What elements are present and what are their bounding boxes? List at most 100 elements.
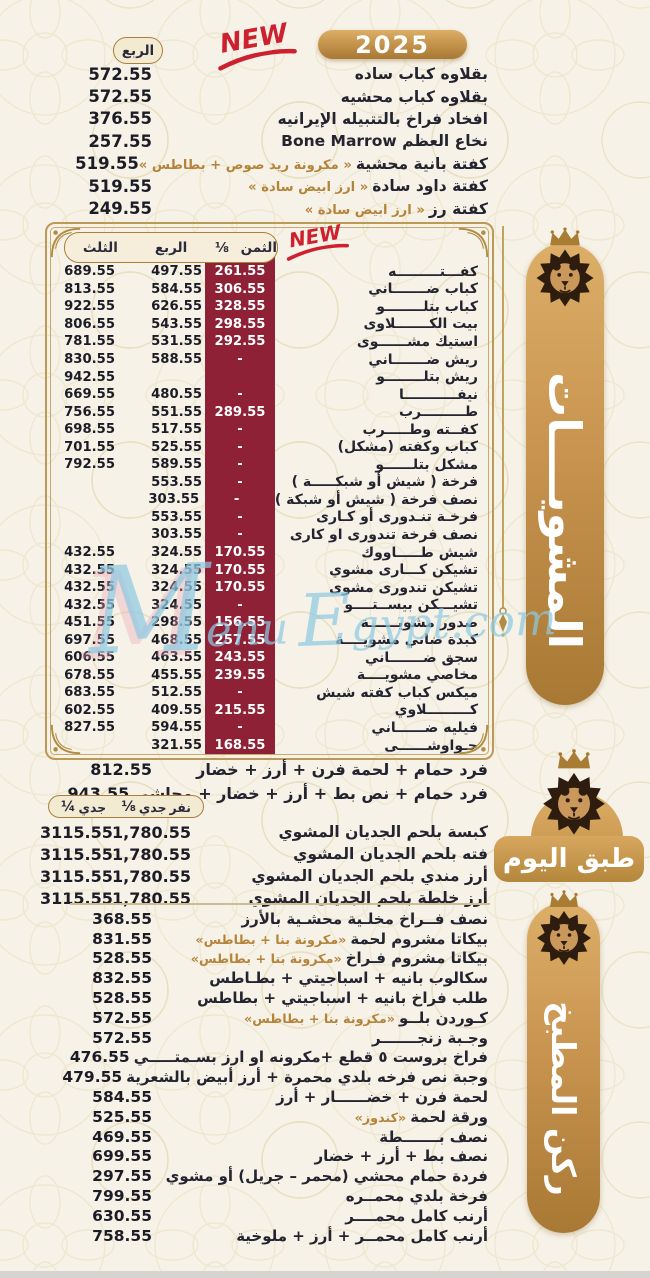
item-price: 572.55: [92, 1008, 152, 1027]
item-name: نصف بـــــــطة: [379, 1127, 488, 1146]
menu-item-row: 297.55 فردة حمام محشي (محمر – جريل) أو م…: [40, 1166, 488, 1186]
lion-crest-icon: [542, 748, 606, 836]
quarter-price: 543.55: [151, 316, 202, 332]
eighth-price: 215.55: [214, 702, 266, 718]
item-name: تشيكن تندورى مشوى: [329, 579, 478, 596]
quarter-price: 584.55: [151, 281, 202, 297]
eighth-price: 170.55: [214, 580, 266, 596]
item-name: فيليه ضــــــاني: [371, 719, 478, 736]
third-price: 827.55: [64, 720, 115, 736]
grill-item-row: 697.55 468.55 257.55 كبدة ضاني مشويــــة: [47, 631, 492, 649]
item-name: صدور مشويــــــة: [360, 614, 478, 631]
item-name: كبسة بلحم الجديان المشوي: [278, 823, 488, 841]
eighth-price: 292.55: [214, 334, 266, 350]
item-name: طـــــــــرب: [398, 404, 478, 421]
item-name: بقلاوه كباب محشيه: [340, 87, 488, 106]
item-price: 368.55: [92, 909, 152, 928]
grill-item-row: 806.55 543.55 298.55 بيت الكـــــــلاوى: [47, 316, 492, 334]
menu-item-row: 519.55 كفتة داود سادة« ارز ابيض سادة »: [40, 175, 488, 197]
quarter-price: 497.55: [151, 264, 202, 280]
third-price: 697.55: [64, 632, 115, 648]
corner-flourish-icon: [457, 227, 489, 259]
item-name: مخاصي مشويــــة: [356, 667, 478, 684]
third-price: 606.55: [64, 650, 115, 666]
quarter-price: 594.55: [151, 720, 202, 736]
quarter-price: 324.55: [151, 580, 202, 596]
quarter-goat-price: 3115.55: [40, 866, 113, 886]
eighth-column-label: ⅛ الثمن: [214, 239, 278, 256]
grill-item-row: 701.55 525.55 - كباب وكفته (مشكل): [47, 438, 492, 456]
item-name: كفتة داود سادة« ارز ابيض سادة »: [248, 177, 488, 196]
pigeon-items-list: 812.55 فرد حمام + لحمة فرن + أرز + خضار …: [40, 757, 488, 806]
new-swoosh-icon: [218, 48, 297, 71]
item-name: بقلاوه كباب ساده: [354, 65, 488, 84]
menu-item-row: 479.55 وجبة نص فرخه بلدي محمرة + أرز أبي…: [40, 1067, 488, 1087]
menu-item-row: 519.55 كفتة بانية محشية« مكرونة ريد صوص …: [40, 153, 488, 175]
item-name: أرنب كامل محمــــر: [345, 1206, 488, 1225]
grill-item-row: 678.55 455.55 239.55 مخاصي مشويــــة: [47, 667, 492, 685]
quarter-price: 321.55: [151, 738, 202, 754]
quarter-price: 553.55: [151, 474, 202, 490]
eighth-price: -: [237, 439, 243, 455]
eighth-price: 243.55: [214, 650, 266, 666]
menu-item-row: 528.55 بيكاتا مشروم فـراخ«مكرونة بنا + ب…: [40, 949, 488, 969]
item-name: تشيكن كـــارى مشوي: [329, 562, 478, 579]
hanging-ornament-icon: [498, 607, 508, 638]
quarter-price: 517.55: [151, 422, 202, 438]
eighth-price: 170.55: [214, 562, 266, 578]
item-name: لحمة فرن + خضــــــار + أرز: [276, 1088, 488, 1107]
grill-item-row: 781.55 531.55 292.55 استيك مشــــــوى: [47, 333, 492, 351]
eighth-price: 289.55: [214, 404, 266, 420]
eighth-price: -: [237, 720, 243, 736]
eighth-price: 168.55: [214, 738, 266, 754]
item-name: مشكل بتلــــــو: [375, 456, 478, 473]
section-divider: [70, 903, 490, 905]
year-badge: 2025: [318, 30, 467, 59]
item-name: ريش ضـــــــاني: [368, 351, 478, 368]
grills-table-rows: 689.55 497.55 261.55 كفـــتـــــــــه 81…: [47, 263, 492, 754]
quarter-price: 531.55: [151, 334, 202, 350]
item-name: تشيـــكن بيســتــــو: [344, 597, 478, 614]
item-price: 572.55: [88, 64, 152, 84]
grill-item-row: 698.55 517.55 - كفــته وطـــــرب: [47, 421, 492, 439]
quarter-price: 324.55: [151, 562, 202, 578]
grill-item-row: 432.55 324.55 170.55 تشيكن تندورى مشوى: [47, 579, 492, 597]
third-price: 683.55: [64, 685, 115, 701]
item-price: 812.55: [90, 759, 152, 779]
grill-item-row: 451.55 298.55 156.55 صدور مشويــــــة: [47, 614, 492, 632]
item-name: كبدة ضاني مشويــــة: [335, 632, 478, 649]
quarter-goat-price: 3115.55: [40, 844, 113, 864]
item-price: 630.55: [92, 1206, 152, 1225]
quarter-price: 463.55: [151, 650, 202, 666]
third-price: 813.55: [64, 281, 115, 297]
quarter-price: 480.55: [151, 387, 202, 403]
item-name: كباب بتلــــــــو: [376, 298, 478, 315]
item-price: 799.55: [92, 1187, 152, 1206]
third-price: 451.55: [64, 615, 115, 631]
goat-item-row: 3115.55 1,780.55 كبسة بلحم الجديان المشو…: [40, 821, 488, 843]
quarter-price: 455.55: [151, 667, 202, 683]
eighth-price: 156.55: [214, 615, 266, 631]
item-name: بيت الكـــــــلاوى: [363, 316, 478, 333]
kitchen-items-list: 368.55 نصف فــراخ مخلـية محشـية بالأرز 8…: [40, 909, 488, 1246]
menu-item-row: 630.55 أرنب كامل محمــــر: [40, 1206, 488, 1226]
menu-item-row: 758.55 أرنب كامل محمــر + أرز + ملوخية: [40, 1226, 488, 1246]
eighth-price: -: [233, 492, 240, 508]
goat-item-row: 3115.55 1,780.55 أرز مندي بلحم الجديان ا…: [40, 865, 488, 887]
third-price: 669.55: [64, 387, 115, 403]
menu-item-row: 572.55 وجـبة زنجـــــــر: [40, 1028, 488, 1048]
item-price: 479.55: [62, 1068, 123, 1087]
item-name: أرنب كامل محمــر + أرز + ملوخية: [236, 1226, 488, 1245]
grills-banner: المشويــــات: [526, 243, 604, 705]
item-name: فرد حمام + لحمة فرن + أرز + خضار: [196, 759, 488, 779]
quarter-price: 409.55: [151, 702, 202, 718]
menu-item-row: 812.55 فرد حمام + لحمة فرن + أرز + خضار: [40, 757, 488, 782]
item-name: أرز مندي بلحم الجديان المشوي: [251, 867, 488, 885]
item-name: كـوردن بلــو«مكرونة بنا + بطاطس»: [244, 1008, 488, 1027]
grills-section-box: الثلث الربع ⅛ الثمن 689.55 497.55 261.55…: [45, 222, 494, 760]
eighth-goat-price: 1,780.55: [112, 822, 191, 842]
item-name: سكالوب بانيه + اسباجيتي + بطـاطس: [209, 969, 488, 988]
item-price: 528.55: [92, 949, 152, 968]
menu-item-row: 572.55 كـوردن بلــو«مكرونة بنا + بطاطس»: [40, 1008, 488, 1028]
item-name: كفتة رز« ارز ابيض سادة »: [304, 199, 488, 218]
